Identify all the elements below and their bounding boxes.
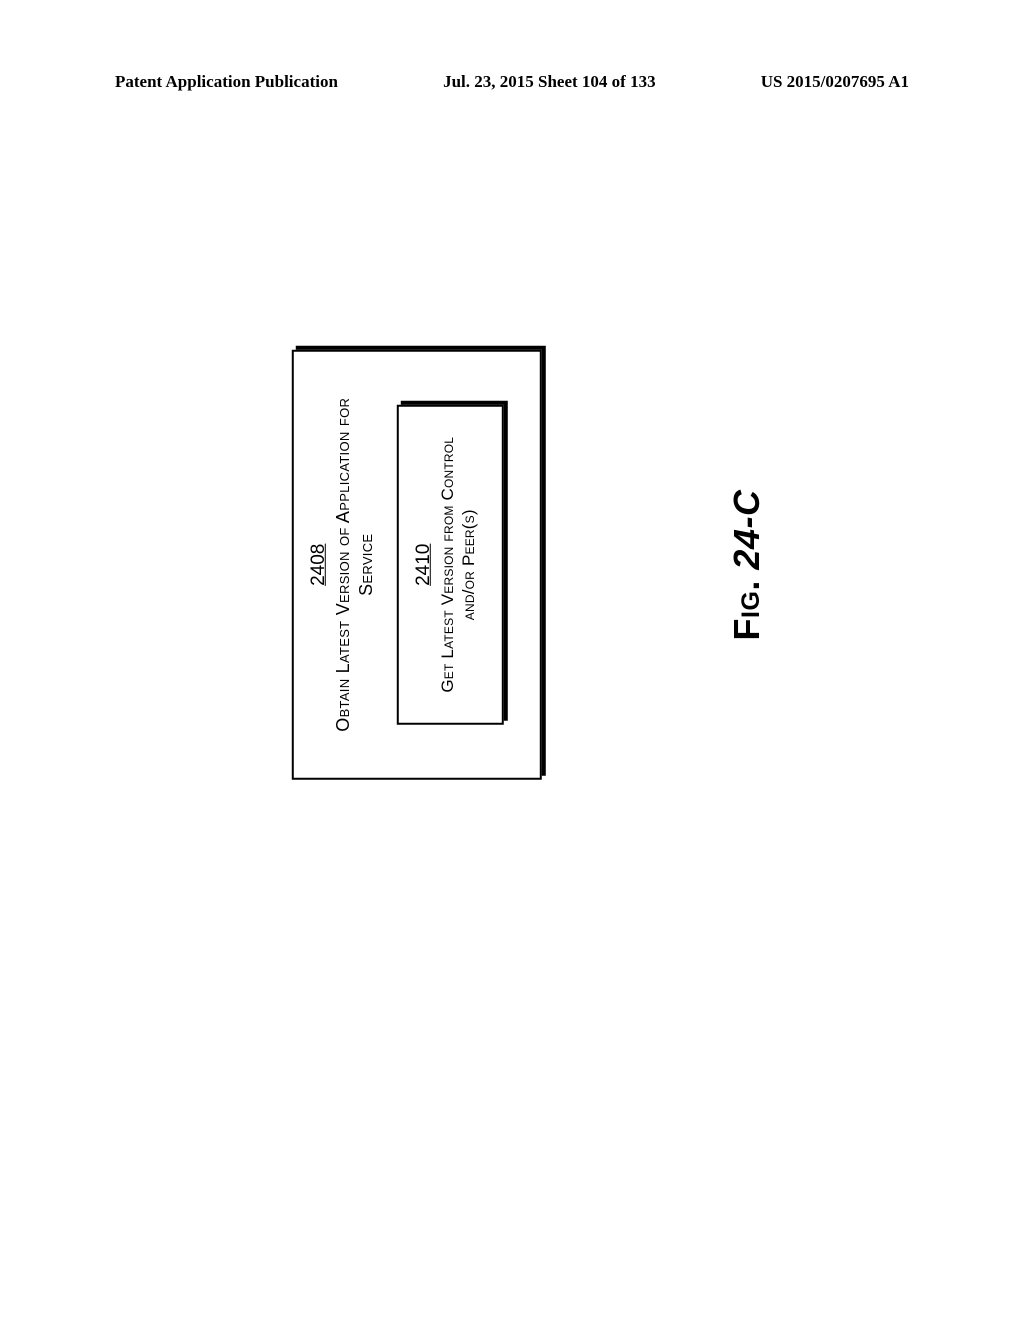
- outer-box-wrap: 2408 Obtain Latest Version of Applicatio…: [292, 350, 542, 780]
- figure-caption-number: 24-C: [726, 489, 767, 569]
- figure-region: 2408 Obtain Latest Version of Applicatio…: [202, 440, 823, 690]
- header-right: US 2015/0207695 A1: [761, 72, 909, 92]
- inner-box-number: 2410: [413, 423, 435, 707]
- page-header: Patent Application Publication Jul. 23, …: [0, 72, 1024, 92]
- header-left: Patent Application Publication: [115, 72, 338, 92]
- figure-caption: Fig. 24-C: [726, 489, 768, 640]
- header-center: Jul. 23, 2015 Sheet 104 of 133: [338, 72, 761, 92]
- flow-diagram: 2408 Obtain Latest Version of Applicatio…: [292, 350, 542, 780]
- inner-box-wrap: 2410 Get Latest Version from Control and…: [397, 405, 504, 725]
- inner-box: 2410 Get Latest Version from Control and…: [397, 405, 504, 725]
- outer-box-number: 2408: [308, 378, 330, 752]
- outer-box-label: Obtain Latest Version of Application for…: [332, 378, 377, 752]
- inner-box-label: Get Latest Version from Control and/or P…: [438, 437, 478, 693]
- figure-caption-word: Fig.: [726, 580, 767, 640]
- outer-box: 2408 Obtain Latest Version of Applicatio…: [292, 350, 542, 780]
